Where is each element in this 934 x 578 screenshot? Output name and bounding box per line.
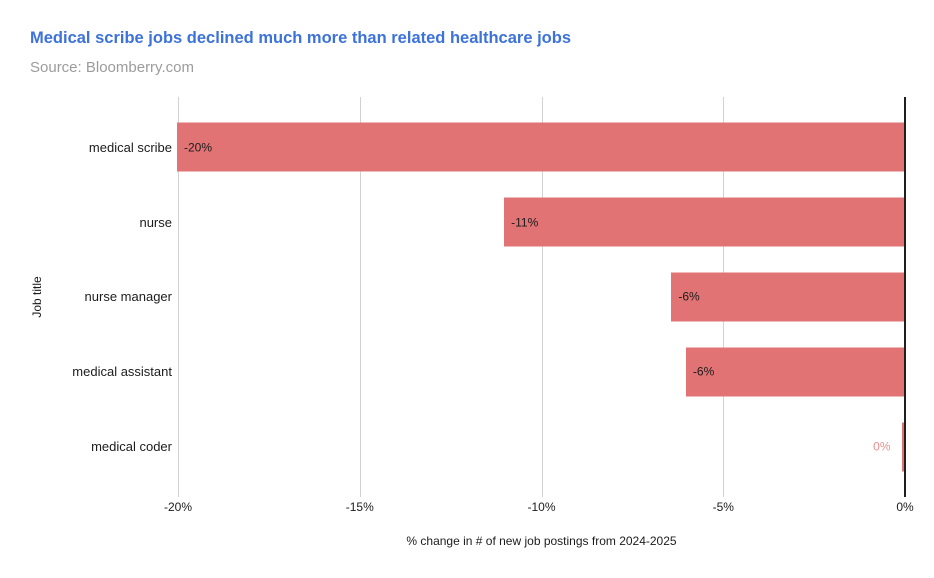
bar-value-label: -20%: [184, 140, 213, 155]
bar-row: -20%: [177, 110, 905, 185]
chart-title: Medical scribe jobs declined much more t…: [30, 29, 571, 47]
gridline: [359, 97, 361, 497]
bar-value-label: -6%: [678, 289, 700, 304]
category-label-medical-coder: medical coder: [91, 439, 172, 455]
bar-value-label: -11%: [511, 215, 539, 230]
bar-value-label: 0%: [873, 439, 891, 454]
bar-medical-coder: 0%: [873, 422, 904, 472]
bar-row: -6%: [178, 260, 905, 335]
category-label-nurse-manager: nurse manager: [84, 289, 172, 305]
x-tick-label: -10%: [527, 500, 556, 514]
bar-row: -11%: [178, 185, 905, 260]
gridline: [178, 97, 179, 497]
bar-nurse-manager: -6%: [671, 272, 904, 322]
x-tick-label: -15%: [345, 500, 374, 514]
x-tick-label: 0%: [896, 500, 914, 514]
chart-source: Source: Bloomberry.com: [30, 59, 194, 76]
bar-medical-scribe: -20%: [177, 122, 904, 172]
category-label-medical-scribe: medical scribe: [88, 139, 172, 155]
bar-value-label: -6%: [692, 364, 715, 379]
bar-nurse: -11%: [504, 197, 904, 247]
category-label-nurse: nurse: [139, 214, 172, 230]
x-axis-title: % change in # of new job postings from 2…: [406, 534, 677, 548]
bar-row: -6%: [178, 334, 905, 409]
x-tick-label: -5%: [712, 500, 734, 514]
gridline: [541, 97, 543, 497]
bar-row: 0%: [178, 409, 905, 484]
bar-rows: -20% -11% -6% -6% 0%: [177, 97, 905, 497]
x-tick-label: -20%: [163, 500, 192, 514]
plot-area: -20% -11% -6% -6% 0%: [177, 97, 906, 497]
category-labels: medical scribe nurse nurse manager medical …: [0, 97, 172, 497]
y-axis-title: Job title: [30, 276, 44, 318]
zero-axis-line: [904, 97, 906, 497]
x-tick-labels: -20% -15% -10% -5% 0%: [0, 500, 934, 516]
category-label-medical-assistant: medical assistant: [72, 364, 172, 380]
bar-medical-assistant: -6%: [685, 347, 904, 397]
